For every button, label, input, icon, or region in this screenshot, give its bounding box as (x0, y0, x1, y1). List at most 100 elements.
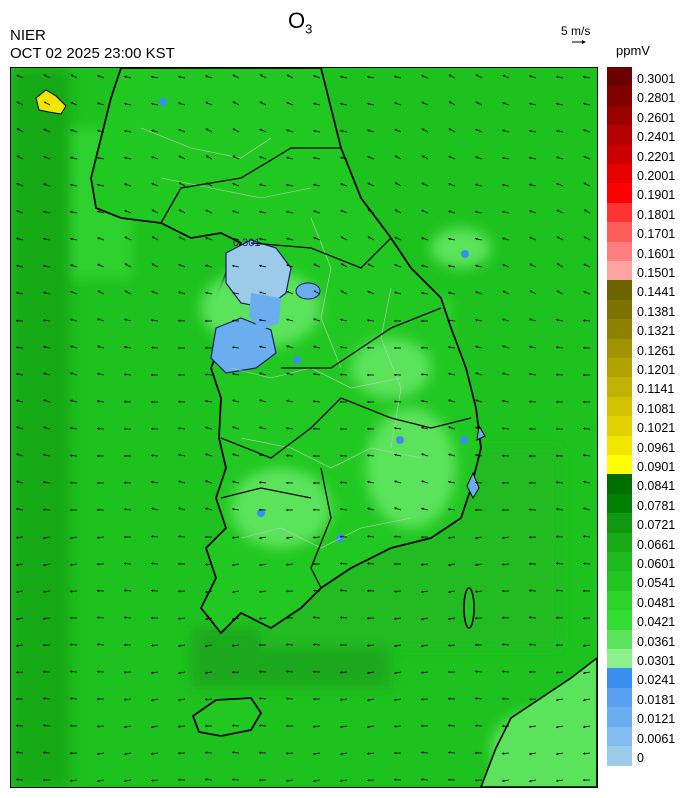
wind-vector-head (556, 318, 559, 322)
colorbar-label: 0.0721 (637, 518, 676, 533)
wind-vector-head (340, 263, 344, 266)
wind-vector-head (448, 536, 451, 539)
wind-vector-head (421, 209, 424, 213)
wind-vector-head (124, 318, 127, 321)
wind-vector-head (178, 480, 181, 483)
wind-vector-head (313, 318, 316, 321)
wind-vector-head (556, 562, 559, 565)
colorbar-label: 0.3001 (637, 72, 676, 86)
colorbar-segment (607, 319, 632, 340)
wind-vector-head (259, 590, 262, 593)
wind-vector-head (475, 590, 478, 593)
wind-vector-head (529, 698, 532, 701)
wind-vector-head (97, 183, 100, 187)
wind-vector-head (97, 129, 100, 133)
colorbar-label: 0.1441 (637, 285, 676, 300)
wind-vector-head (583, 75, 586, 79)
wind-vector-head (97, 508, 100, 512)
wind-vector-head (502, 345, 505, 348)
wind-vector-head (421, 399, 424, 403)
wind-vector-head (367, 263, 371, 266)
wind-vector-head (421, 590, 424, 594)
wind-vector-head (43, 426, 46, 429)
wind-vector-head (340, 236, 344, 239)
wind-vector-head (70, 751, 73, 755)
wind-vector-head (394, 209, 398, 212)
wind-vector-head (313, 697, 316, 701)
wind-vector-head (97, 102, 100, 105)
wind-vector-head (178, 535, 181, 538)
wind-vector-head (97, 156, 100, 160)
wind-vector-head (340, 616, 343, 619)
colorbar-label: 0.0361 (637, 634, 676, 649)
wind-vector-head (394, 75, 397, 78)
wind-vector-head (421, 319, 424, 323)
wind-vector-head (340, 671, 343, 674)
wind-vector-head (232, 590, 235, 594)
wind-vector-head (556, 427, 559, 431)
wind-vector-head (232, 291, 235, 295)
wind-vector-head (124, 345, 127, 349)
wind-vector-head (502, 372, 505, 375)
wind-vector-head (151, 535, 154, 538)
wind-vector-head (394, 590, 397, 593)
wind-vector-head (313, 562, 316, 566)
wind-vector-head (259, 345, 262, 349)
wind-vector-head (502, 616, 505, 619)
wind-vector-head (70, 508, 73, 512)
wind-vector-head (583, 346, 586, 350)
wind-vector-head (502, 724, 505, 728)
colorbar-label: 0.2401 (637, 130, 676, 145)
wind-vector-head (178, 698, 181, 702)
wind-vector-head (259, 617, 262, 620)
wind-vector-head (16, 617, 19, 621)
wind-vector-head (70, 183, 73, 187)
wind-vector-head (70, 101, 74, 105)
colorbar-label: 0.1501 (637, 266, 676, 280)
wind-vector-head (43, 128, 47, 132)
wind-vector-head (259, 778, 262, 782)
wind-vector-head (421, 426, 424, 429)
wind-vector-head (16, 74, 20, 78)
wind-vector-head (529, 643, 532, 646)
wind-vector-head (475, 453, 478, 457)
wind-vector-head (16, 319, 19, 323)
yellow-high-patch (35, 89, 67, 115)
wind-vector-head (475, 536, 478, 540)
wind-vector-head (70, 74, 74, 77)
wind-vector-head (43, 751, 46, 754)
wind-vector-head (556, 752, 559, 756)
wind-vector-head (475, 399, 478, 402)
wind-vector-head (475, 617, 478, 620)
wind-vector-head (97, 400, 100, 403)
wind-vector-head (583, 644, 586, 647)
wind-vector-head (340, 698, 343, 701)
spot (293, 356, 301, 364)
wind-vector-head (529, 400, 532, 403)
wind-vector-head (178, 778, 181, 782)
wind-vector-head (340, 454, 343, 458)
wind-vector-head (583, 562, 586, 565)
wind-vector-head (448, 74, 452, 77)
colorbar-segment (607, 435, 632, 456)
wind-vector-head (286, 508, 289, 512)
wind-vector-head (340, 779, 343, 782)
wind-vector-head (70, 129, 73, 132)
wind-vector-head (529, 752, 532, 756)
wind-vector-head (394, 128, 398, 132)
wind-vector-head (448, 128, 452, 131)
wind-vector-head (286, 372, 289, 375)
colorbar-segment (607, 338, 632, 359)
wind-vector-head (151, 427, 154, 431)
wind-vector-head (151, 698, 154, 702)
wind-vector-head (178, 671, 181, 675)
colorbar-label: 0.2601 (637, 110, 676, 125)
wind-vector-head (205, 778, 208, 781)
wind-vector-head (178, 236, 182, 239)
wind-vector-head (421, 778, 424, 781)
wind-vector-head (232, 751, 235, 754)
wind-vector-head (367, 102, 370, 106)
wind-vector-head (232, 264, 235, 268)
wind-vector-head (394, 617, 397, 620)
wind-vector-head (313, 156, 316, 160)
